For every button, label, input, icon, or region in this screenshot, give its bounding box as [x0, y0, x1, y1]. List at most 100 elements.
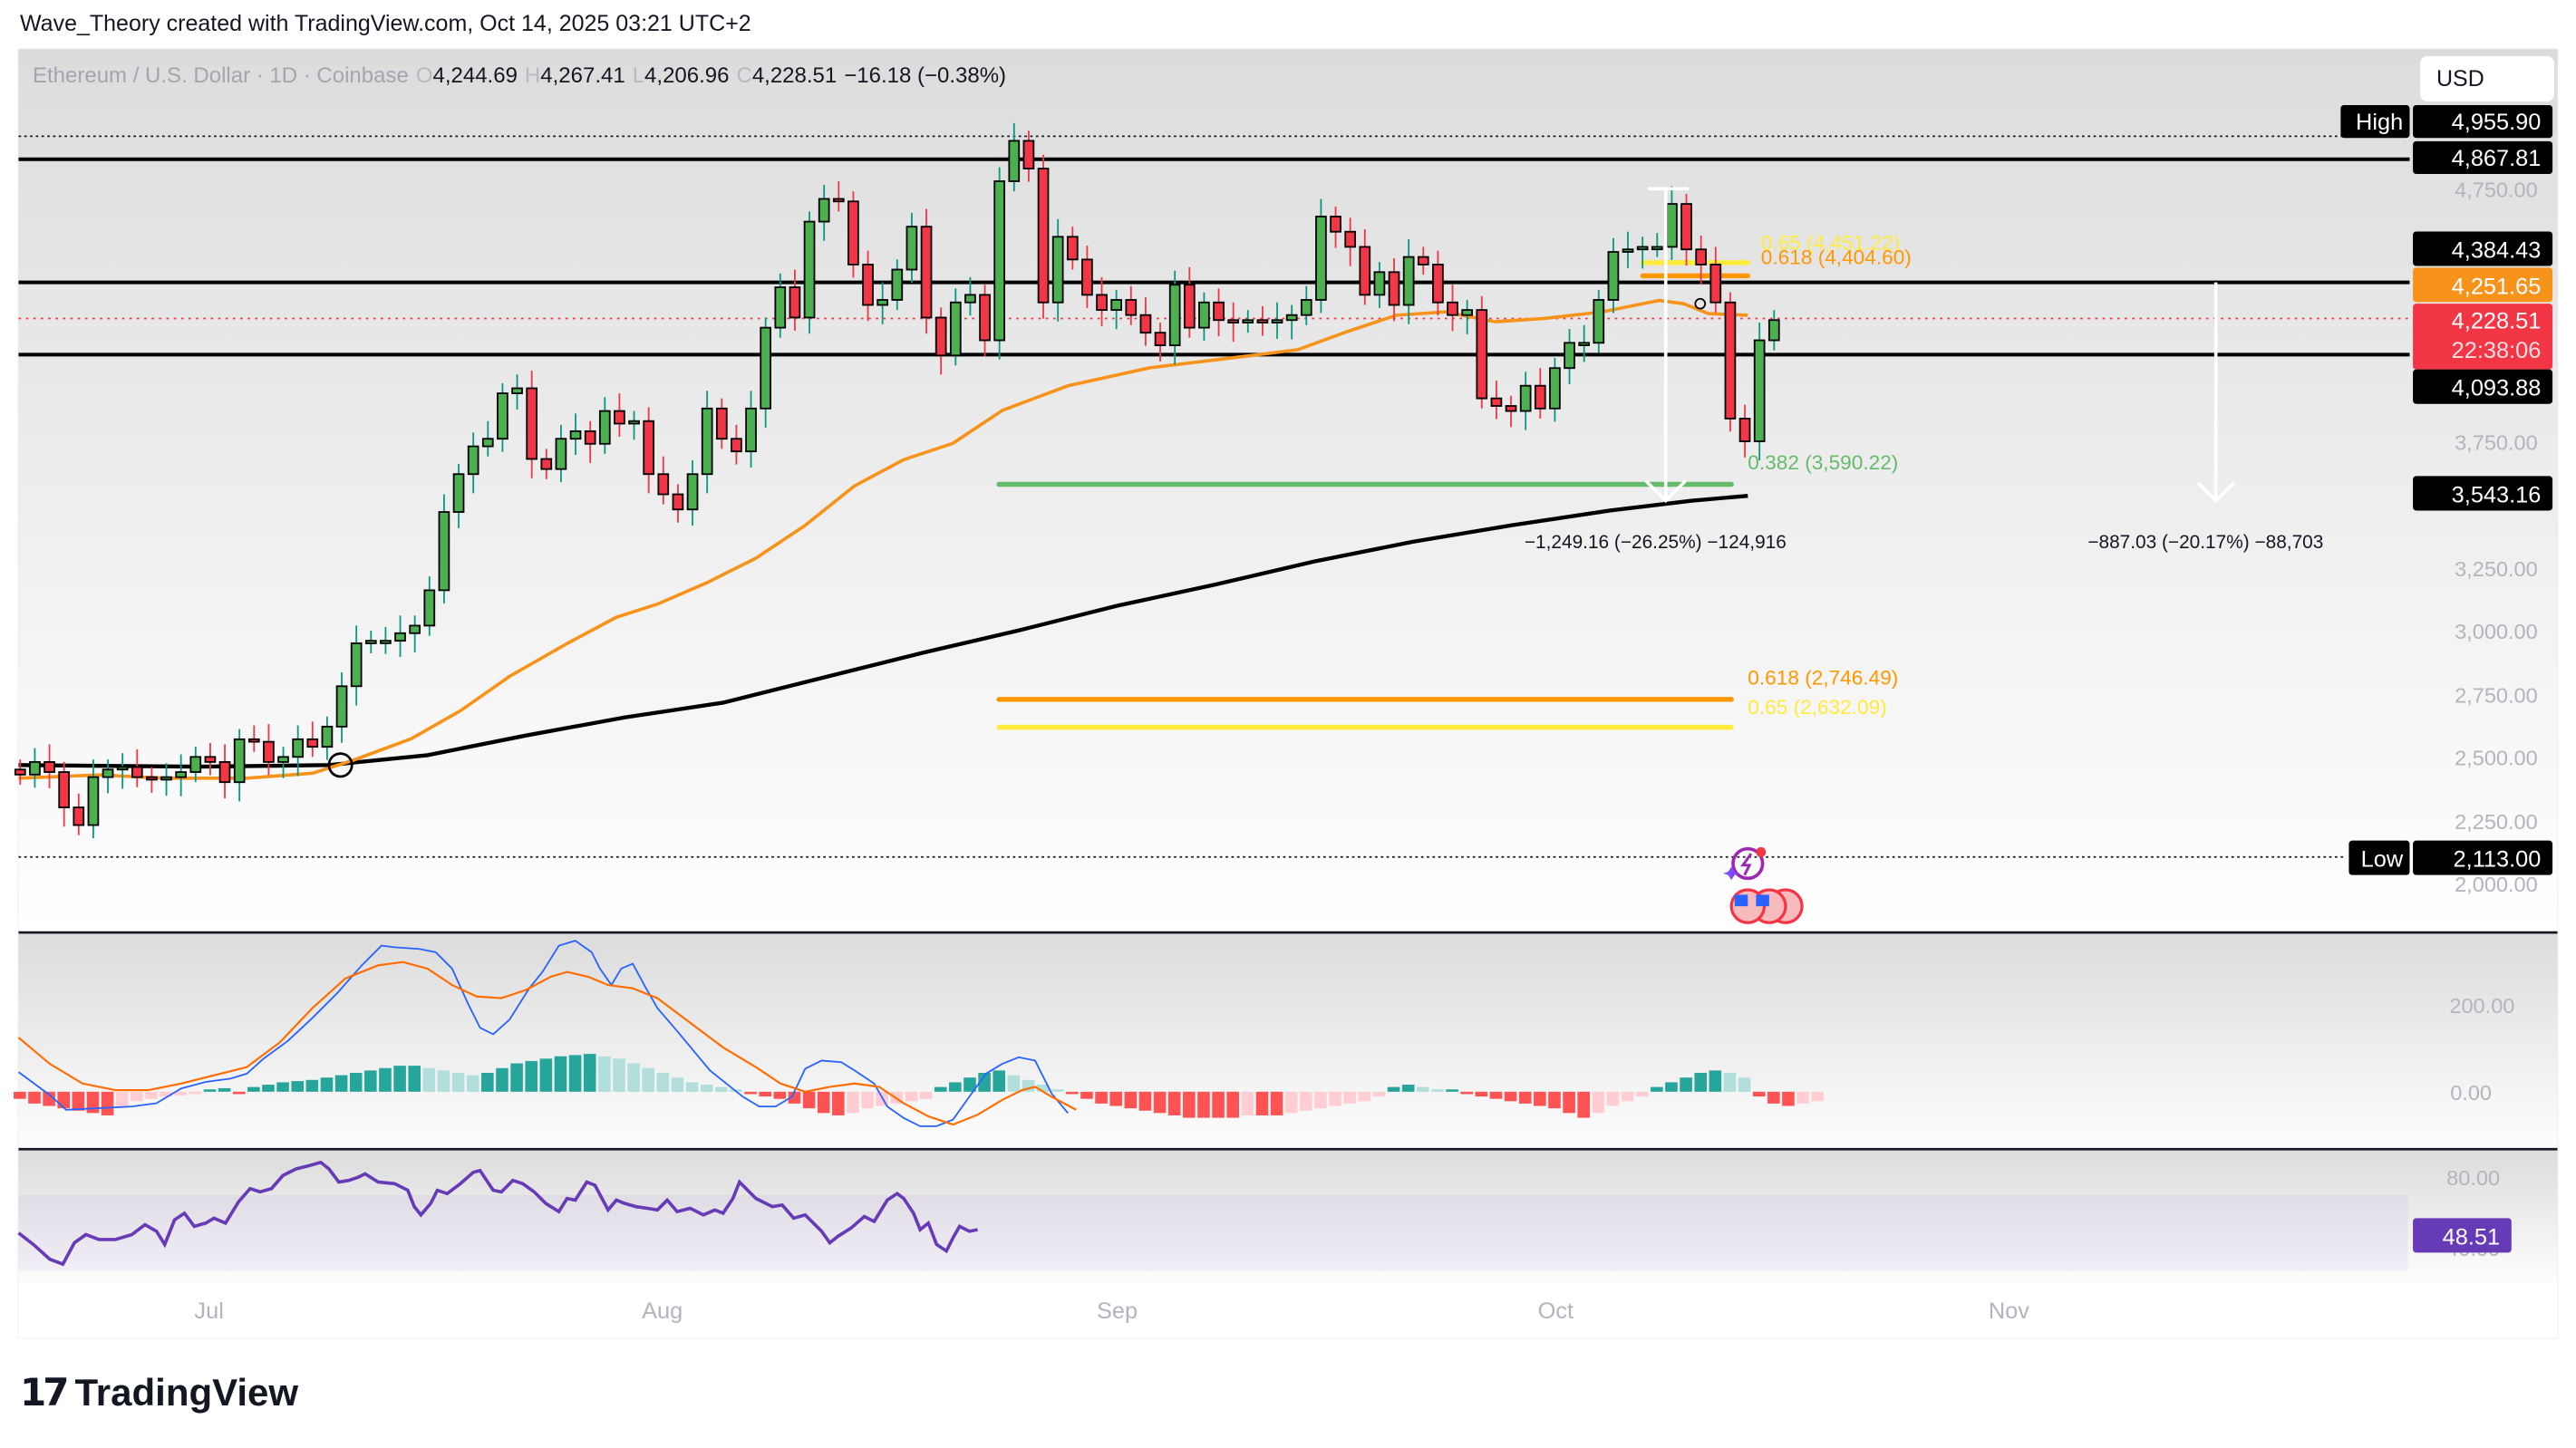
- candle: [1607, 251, 1620, 301]
- candle: [1256, 319, 1269, 323]
- candle: [1388, 271, 1400, 306]
- candle: [1695, 248, 1708, 265]
- candle: [1417, 256, 1429, 265]
- candle: [1461, 309, 1474, 316]
- candle: [511, 387, 523, 394]
- candle: [247, 738, 260, 743]
- macd-signal-line: [17, 961, 1077, 1126]
- candle: [438, 511, 450, 592]
- level-tag-4: 3,543.16: [2452, 482, 2542, 507]
- candle: [497, 392, 508, 440]
- candle: [949, 301, 962, 357]
- attribution-header: Wave_Theory created with TradingView.com…: [20, 11, 751, 36]
- candle: [803, 220, 816, 319]
- candle: [614, 410, 625, 425]
- candle: [1622, 248, 1634, 253]
- price-tick: 3,750.00: [2455, 430, 2538, 454]
- candle: [189, 756, 202, 773]
- measure-arrow-1: [1644, 187, 1690, 504]
- candle: [44, 760, 55, 773]
- candle: [1139, 314, 1152, 334]
- candle: [481, 438, 494, 448]
- candle: [1110, 299, 1123, 312]
- candle: [1037, 168, 1050, 304]
- last-price-tag: 4,228.51: [2452, 308, 2542, 333]
- candle: [598, 410, 611, 445]
- fib-382-label: 0.382 (3,590.22): [1748, 451, 1898, 474]
- candle: [1183, 284, 1196, 329]
- ema-200-line: [18, 493, 1748, 769]
- us-economic-event-icon[interactable]: [1729, 888, 1804, 924]
- candle: [1051, 236, 1064, 304]
- candle: [643, 420, 655, 476]
- candle: [555, 438, 567, 470]
- rsi-value-tag: 48.51: [2443, 1224, 2500, 1250]
- candle: [29, 760, 41, 776]
- candle: [1330, 216, 1341, 233]
- candle: [116, 766, 129, 771]
- candle: [657, 473, 670, 496]
- candle: [731, 438, 742, 453]
- candle: [1447, 301, 1458, 316]
- events-markers[interactable]: [1723, 846, 1804, 924]
- candle: [1549, 367, 1561, 410]
- ema-50-line: [18, 298, 1748, 780]
- high-value-tag: 4,955.90: [2452, 110, 2542, 135]
- candle: [1213, 301, 1225, 322]
- candlesticks: [14, 122, 1780, 839]
- candle: [306, 738, 319, 748]
- candle: [1636, 246, 1649, 251]
- level-tag-1: 4,867.81: [2452, 146, 2542, 171]
- fib-618-lower-label: 0.618 (2,746.49): [1748, 667, 1898, 690]
- currency-button[interactable]: USD: [2420, 56, 2554, 101]
- candle: [277, 756, 289, 763]
- candle: [540, 458, 553, 470]
- measure-label-2: −887.03 (−20.17%) −88,703: [2087, 532, 2323, 553]
- candle: [1008, 140, 1021, 182]
- macd-line: [17, 940, 1069, 1127]
- candle: [380, 640, 392, 644]
- candle: [920, 226, 933, 319]
- time-tick-nov: Nov: [1989, 1298, 2029, 1324]
- level-tag-2: 4,384.43: [2452, 237, 2542, 263]
- candle: [1476, 309, 1488, 400]
- candle: [335, 685, 348, 728]
- candle: [1593, 299, 1605, 344]
- candle: [218, 760, 231, 784]
- price-tick: 3,250.00: [2455, 557, 2538, 581]
- candle: [233, 738, 246, 784]
- candle: [1724, 301, 1737, 420]
- macd-pane: [18, 933, 2558, 1148]
- candle: [423, 589, 436, 627]
- candle: [891, 268, 904, 301]
- price-tick: 3,000.00: [2455, 620, 2538, 643]
- open-value: 4,244.69: [432, 63, 518, 88]
- low-value: 4,206.96: [644, 63, 730, 88]
- rsi-line: [17, 1160, 978, 1267]
- candle: [1666, 203, 1678, 248]
- measure-label-1: −1,249.16 (−26.25%) −124,916: [1525, 532, 1787, 553]
- candle: [818, 198, 830, 223]
- price-tick: 2,500.00: [2455, 746, 2538, 769]
- rsi-pane: [18, 1151, 2558, 1283]
- candle: [102, 768, 114, 778]
- candle: [467, 445, 479, 476]
- ai-lightning-icon[interactable]: [1723, 846, 1767, 881]
- symbol-name: Ethereum / U.S. Dollar · 1D · Coinbase: [33, 63, 409, 88]
- candle: [1578, 342, 1591, 346]
- candle: [672, 493, 684, 511]
- candle: [14, 768, 26, 776]
- time-tick-sep: Sep: [1097, 1298, 1138, 1324]
- time-tick-jul: Jul: [194, 1298, 223, 1324]
- candle: [1066, 236, 1079, 261]
- candle: [204, 756, 217, 763]
- candle: [526, 387, 538, 460]
- high-tag: High: [2356, 110, 2403, 135]
- candle: [1767, 319, 1780, 342]
- candle: [964, 294, 976, 304]
- candle: [263, 740, 275, 763]
- candle: [1271, 319, 1283, 323]
- candle: [715, 407, 728, 440]
- candle: [1373, 271, 1386, 296]
